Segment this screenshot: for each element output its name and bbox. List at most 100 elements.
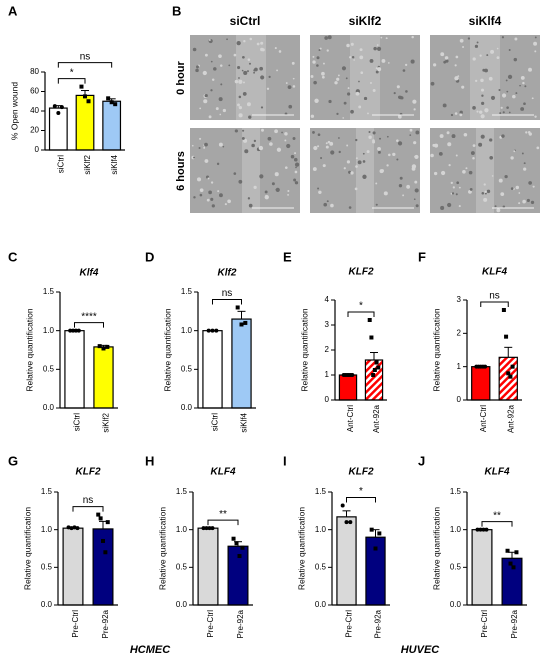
cell	[496, 56, 500, 60]
bar	[102, 100, 122, 151]
cell	[489, 138, 493, 142]
significance-bracket	[207, 519, 239, 526]
cell	[264, 190, 268, 194]
cell	[238, 77, 240, 79]
cell	[409, 134, 412, 136]
data-point	[101, 538, 105, 543]
cell	[396, 139, 399, 142]
cell	[368, 135, 372, 139]
cell	[501, 134, 505, 138]
cell	[318, 49, 321, 52]
cell	[294, 162, 300, 167]
cell	[451, 134, 456, 139]
significance-bracket	[57, 62, 113, 68]
bar	[202, 330, 223, 409]
cell	[269, 142, 273, 146]
cell	[366, 150, 370, 154]
column-label: siCtrl	[230, 14, 261, 28]
column-label: siKlf4	[469, 14, 502, 28]
x-tick-label: Ant-92a	[372, 404, 381, 433]
data-point	[101, 346, 106, 351]
cell	[376, 46, 382, 51]
chart-title: KLF4	[211, 467, 236, 478]
y-tick-label: 1.0	[43, 326, 55, 335]
cell	[515, 92, 518, 95]
panel-label: F	[418, 249, 426, 264]
cell	[515, 185, 520, 190]
cell	[523, 162, 526, 165]
cell	[202, 70, 207, 76]
cell	[274, 172, 279, 177]
data-point	[508, 374, 513, 379]
y-tick-label: 2	[325, 345, 330, 354]
x-tick-label: siCtrl	[211, 413, 220, 431]
cell	[237, 103, 240, 107]
cell	[430, 81, 435, 86]
y-tick-label: 1.5	[450, 487, 462, 496]
y-tick-label: 0	[35, 145, 40, 154]
cell	[430, 153, 434, 158]
row-label: 0 hour	[175, 60, 187, 94]
cell	[454, 112, 458, 115]
cell	[243, 81, 245, 84]
x-tick-label: siKlf4	[240, 412, 249, 432]
y-tick-label: 1.5	[315, 487, 327, 496]
y-tick-label: 3	[457, 295, 462, 304]
cell	[447, 202, 452, 208]
significance-label: ****	[81, 311, 97, 322]
cell	[373, 46, 377, 51]
cell	[336, 77, 340, 81]
cell	[518, 202, 521, 205]
significance-label: ns	[222, 288, 233, 299]
cell	[461, 85, 465, 89]
data-point	[237, 554, 242, 559]
cell	[259, 174, 264, 179]
panel-label: H	[145, 453, 154, 468]
cell	[359, 48, 363, 52]
cell	[494, 205, 497, 208]
data-point	[506, 371, 511, 376]
y-tick-label: 0.5	[450, 562, 462, 571]
y-tick-label: 1	[325, 370, 330, 379]
row-label: 6 hours	[175, 151, 187, 191]
wound-gap	[242, 128, 260, 213]
cell	[350, 42, 354, 46]
cell	[355, 157, 358, 160]
cell	[534, 36, 537, 39]
data-point	[98, 516, 103, 521]
x-tick-label: Ant-92a	[506, 404, 515, 433]
cell	[486, 189, 491, 194]
cell	[253, 71, 256, 74]
cell	[210, 89, 213, 92]
y-tick-label: 0.5	[43, 364, 55, 373]
cell	[284, 166, 288, 169]
significance-label: ns	[83, 495, 94, 506]
cell	[380, 36, 383, 39]
wound-gap	[356, 128, 374, 213]
cell	[338, 150, 341, 154]
data-point	[235, 305, 240, 310]
chart-title: KLF2	[76, 467, 101, 478]
cell	[413, 198, 416, 201]
cell	[362, 174, 367, 179]
cell	[345, 77, 348, 80]
x-tick-label: siKlf2	[102, 412, 111, 432]
cell	[472, 57, 476, 61]
cell	[468, 189, 472, 194]
cell	[440, 170, 446, 176]
bar	[197, 527, 219, 606]
y-tick-label: 60	[30, 87, 39, 96]
cell	[358, 80, 360, 83]
cell	[455, 193, 458, 196]
cell	[286, 143, 291, 149]
x-tick-label: Pre-Ctrl	[71, 610, 80, 638]
data-point	[231, 536, 236, 541]
cell	[396, 158, 399, 161]
cell	[312, 55, 315, 58]
data-point	[240, 545, 245, 550]
panel-label: E	[283, 249, 292, 264]
cell	[498, 178, 503, 183]
cell	[375, 70, 379, 74]
y-tick-label: 0.5	[181, 364, 193, 373]
